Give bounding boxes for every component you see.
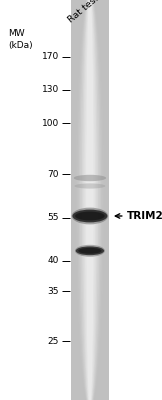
Bar xyxy=(71,0,109,400)
Ellipse shape xyxy=(86,0,94,400)
Text: 130: 130 xyxy=(42,86,59,94)
Ellipse shape xyxy=(82,0,98,400)
Text: TRIM27: TRIM27 xyxy=(127,211,162,221)
Text: 55: 55 xyxy=(48,214,59,222)
Ellipse shape xyxy=(83,0,97,400)
Ellipse shape xyxy=(75,183,105,189)
Text: Rat testis: Rat testis xyxy=(67,0,107,24)
Text: 100: 100 xyxy=(42,119,59,128)
Ellipse shape xyxy=(80,0,100,400)
Text: 170: 170 xyxy=(42,52,59,61)
Ellipse shape xyxy=(73,210,107,222)
Ellipse shape xyxy=(76,246,104,255)
Text: 35: 35 xyxy=(48,287,59,296)
Text: 70: 70 xyxy=(48,170,59,178)
Text: 25: 25 xyxy=(48,337,59,346)
Ellipse shape xyxy=(78,248,102,254)
Ellipse shape xyxy=(74,175,106,181)
Text: MW: MW xyxy=(8,30,25,38)
Ellipse shape xyxy=(79,0,101,400)
Ellipse shape xyxy=(75,245,105,257)
Ellipse shape xyxy=(85,0,95,400)
Ellipse shape xyxy=(77,0,103,400)
Ellipse shape xyxy=(72,208,108,224)
Ellipse shape xyxy=(75,212,105,220)
Text: 40: 40 xyxy=(48,256,59,265)
Text: (kDa): (kDa) xyxy=(8,41,33,50)
